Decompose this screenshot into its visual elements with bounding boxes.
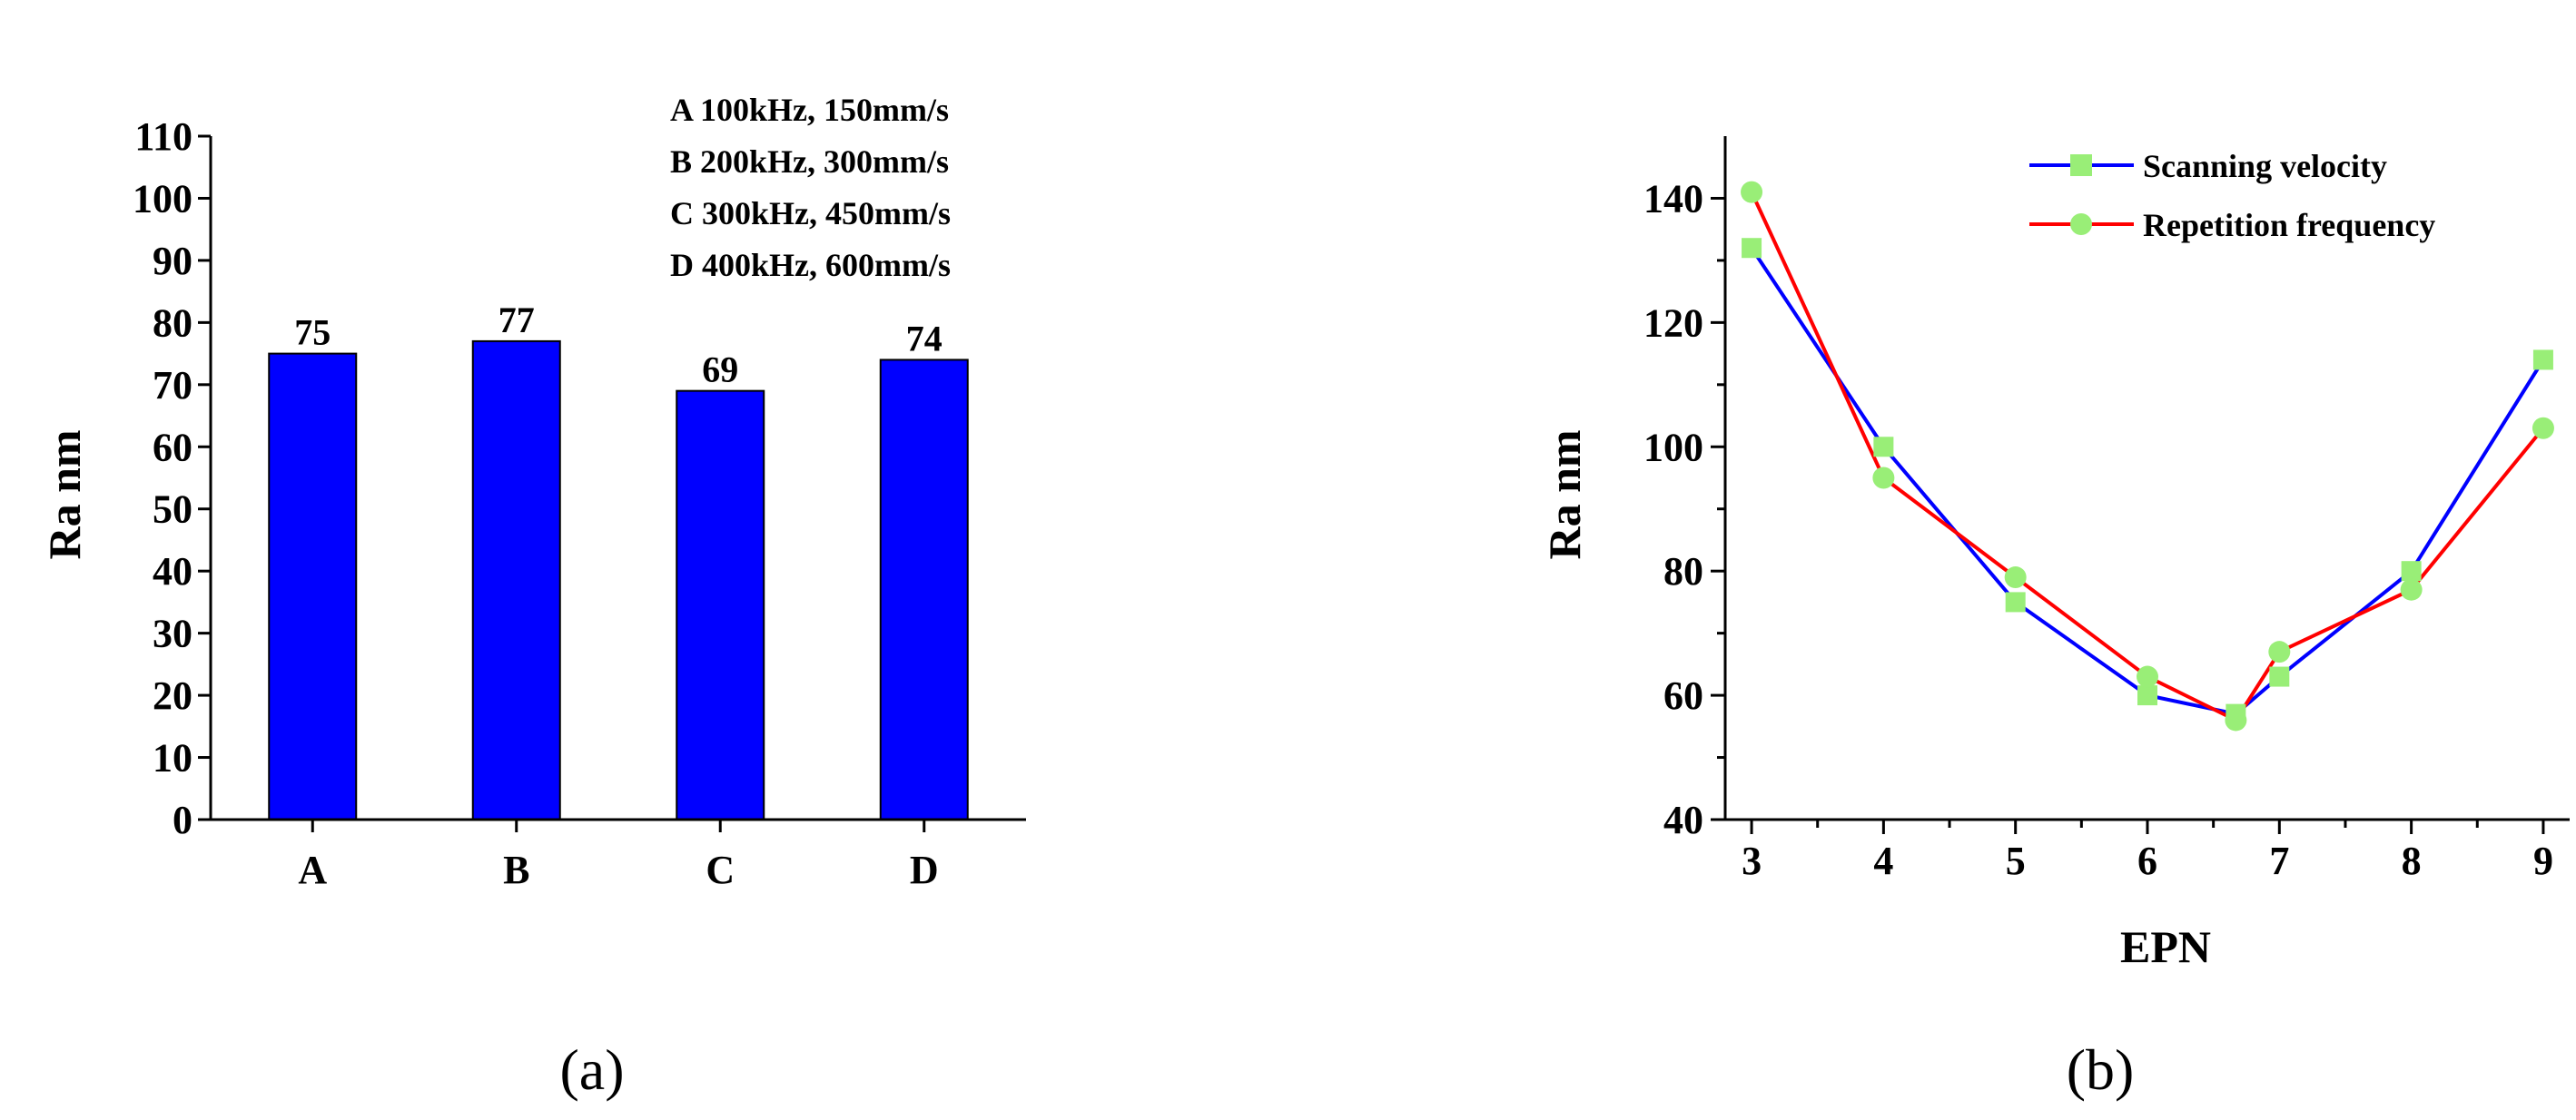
bar-data-labels: 75 77 69 74 (294, 300, 943, 390)
bar-C (676, 389, 765, 820)
legend-entry: A 100kHz, 150mm/s (670, 92, 949, 128)
x-tick-label: B (503, 848, 529, 892)
legend: Scanning velocity Repetition frequency (2029, 148, 2435, 243)
y-tick-label: 140 (1643, 176, 1703, 221)
legend-entry: Scanning velocity (2143, 148, 2387, 184)
bar-A (268, 352, 358, 821)
data-point (2225, 709, 2247, 732)
data-point (2004, 566, 2027, 589)
y-axis-ticks: 40 60 80 100 120 140 (1643, 176, 1725, 842)
y-tick-label: 10 (153, 736, 192, 781)
bar-chart-a: 75 77 69 74 0 10 20 30 40 50 60 70 80 90 100 110 A B C D … (39, 92, 1026, 892)
data-point (2137, 665, 2158, 688)
line-chart-b: 40 60 80 100 120 140 3 4 5 6 7 8 9 Ra nm EPN Scanni… (1539, 136, 2570, 972)
y-tick-label: 60 (1663, 673, 1703, 718)
data-point (1742, 238, 1762, 259)
legend-entry: D 400kHz, 600mm/s (670, 247, 951, 283)
data-point (1741, 181, 1763, 203)
data-point (1873, 437, 1894, 457)
x-axis-ticks: A B C D (298, 820, 939, 892)
data-point (2532, 417, 2554, 439)
series-line-0 (1750, 247, 2545, 716)
data-point (2532, 349, 2553, 370)
y-tick-label: 40 (153, 549, 192, 594)
x-axis-label: EPN (2120, 921, 2211, 972)
y-tick-label: 100 (133, 176, 192, 221)
x-tick-label: 4 (1873, 839, 1893, 883)
panel-label-a: (a) (559, 1037, 624, 1102)
y-tick-label: 70 (153, 363, 192, 408)
panel-label-b: (b) (2067, 1037, 2135, 1102)
data-point (2268, 641, 2291, 663)
series-line-1 (1750, 191, 2545, 723)
data-point (2005, 592, 2026, 613)
series-markers (1741, 181, 2554, 732)
y-axis-label: Ra nm (1539, 429, 1590, 559)
x-tick-label: 3 (1742, 839, 1762, 883)
x-tick-label: D (910, 848, 939, 892)
legend-marker (2070, 154, 2092, 176)
legend-entry: B 200kHz, 300mm/s (670, 143, 949, 180)
data-point (2137, 685, 2157, 706)
bar-data-label: 69 (702, 349, 738, 390)
legend-entry: C 300kHz, 450mm/s (670, 195, 951, 231)
legend-entry: Repetition frequency (2143, 207, 2435, 243)
y-tick-label: 0 (173, 798, 192, 842)
x-tick-label: C (706, 848, 735, 892)
x-tick-label: 6 (2137, 839, 2157, 883)
y-tick-label: 100 (1643, 425, 1703, 469)
x-axis-ticks: 3 4 5 6 7 8 9 (1742, 820, 2553, 883)
bar-B (471, 339, 561, 820)
bar-data-label: 74 (906, 318, 943, 359)
y-axis-label: Ra nm (39, 429, 90, 559)
x-tick-label: 7 (2269, 839, 2289, 883)
legend-swatch-scanning-velocity (2029, 154, 2134, 176)
x-tick-label: 8 (2402, 839, 2422, 883)
y-tick-label: 20 (153, 673, 192, 718)
data-point (1872, 467, 1895, 489)
y-tick-label: 120 (1643, 300, 1703, 345)
legend-swatch-repetition-frequency (2029, 213, 2134, 235)
y-tick-label: 90 (153, 239, 192, 283)
data-point (2269, 666, 2290, 687)
x-tick-label: 5 (2006, 839, 2026, 883)
series-lines (1750, 191, 2545, 723)
bar-D (879, 359, 969, 820)
data-point (2400, 578, 2423, 601)
y-tick-label: 60 (153, 425, 192, 469)
bar-data-label: 75 (294, 312, 331, 353)
x-tick-label: 9 (2533, 839, 2553, 883)
bar-data-label: 77 (498, 300, 535, 340)
y-tick-label: 40 (1663, 798, 1703, 842)
y-tick-label: 110 (134, 114, 192, 159)
x-tick-label: A (298, 848, 327, 892)
legend-marker (2070, 213, 2092, 235)
y-axis-ticks: 0 10 20 30 40 50 60 70 80 90 100 110 (133, 114, 211, 842)
bar-series (268, 339, 969, 821)
y-tick-label: 80 (153, 300, 192, 345)
y-tick-label: 50 (153, 487, 192, 532)
data-point (2401, 561, 2422, 582)
y-tick-label: 30 (153, 612, 192, 656)
legend: A 100kHz, 150mm/s B 200kHz, 300mm/s C 30… (670, 92, 951, 283)
y-tick-label: 80 (1663, 549, 1703, 594)
